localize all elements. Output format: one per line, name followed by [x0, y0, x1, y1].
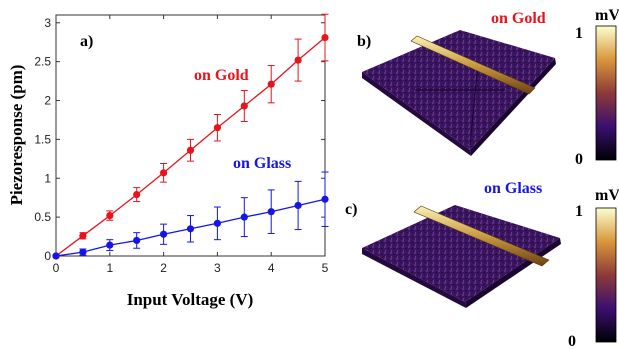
y-axis-title: Piezoresponse (pm): [7, 65, 26, 206]
panel-label-a: a): [80, 33, 93, 50]
y-tick-label: 1.5: [34, 132, 51, 146]
piezoresponse-chart: 0 0.5 1 1.5 2 2.5 3 0 1 2 3 4 5 a) on Gold on Glass…: [7, 13, 329, 309]
series-label-gold: on Gold: [194, 67, 249, 84]
data-point-glass: [52, 252, 60, 260]
plot-area-frame: [55, 14, 326, 257]
data-point-glass: [267, 208, 275, 216]
data-point-glass: [160, 230, 168, 238]
data-point-gold: [106, 211, 114, 220]
colorbar-unit: mV: [595, 187, 619, 204]
data-point-glass: [294, 201, 302, 210]
data-point-gold: [213, 124, 221, 132]
series-label-glass: on Glass: [233, 155, 291, 172]
topography-edge-glass-left: [362, 248, 466, 308]
y-tick-label: 2: [44, 94, 51, 108]
colorbar-gradient: [595, 207, 617, 343]
nanowire-glass: [413, 205, 550, 267]
colorbar-max-label: 1: [575, 25, 583, 42]
colorbar-max-label: 1: [575, 203, 583, 220]
colorbar-c: mV 1 0: [568, 187, 619, 349]
nanowire-gold: [410, 35, 536, 95]
topography-edge-gold: [470, 58, 556, 156]
colorbar-min-label: 0: [575, 151, 583, 168]
data-point-gold: [240, 102, 248, 110]
x-tick-label: 5: [322, 261, 329, 275]
data-point-gold: [294, 56, 302, 64]
data-point-glass: [321, 195, 329, 203]
data-point-glass: [133, 236, 141, 245]
y-tick-label: 3: [44, 16, 51, 30]
data-point-gold: [160, 169, 168, 177]
colorbar-min-label: 0: [568, 333, 576, 349]
colorbar-unit: mV: [595, 7, 619, 24]
panel-title-gold: on Gold: [491, 10, 546, 27]
data-point-gold: [186, 146, 195, 154]
colorbar-b: mV 1 0: [575, 7, 619, 168]
y-axis-ticks: 0 0.5 1 1.5 2 2.5 3: [34, 16, 325, 263]
x-tick-label: 4: [268, 261, 275, 275]
data-point-glass: [186, 225, 195, 233]
data-point-gold: [321, 33, 329, 42]
x-axis-title: Input Voltage (V): [127, 290, 254, 309]
data-point-gold: [267, 80, 275, 88]
data-point-glass: [106, 241, 114, 249]
data-point-glass: [213, 219, 221, 227]
data-point-glass: [79, 248, 87, 256]
x-tick-label: 3: [214, 261, 221, 275]
panel-title-glass: on Glass: [484, 180, 542, 197]
panel-label-c: c): [345, 201, 357, 218]
x-tick-label: 1: [106, 261, 113, 275]
x-tick-label: 2: [160, 261, 167, 275]
colorbar-gradient: [595, 25, 617, 161]
y-tick-label: 2.5: [34, 55, 51, 69]
y-tick-label: 0.5: [34, 210, 51, 224]
y-tick-label: 0: [44, 249, 51, 263]
data-point-gold: [79, 232, 87, 240]
panel-label-b: b): [357, 33, 371, 50]
series-layer: [52, 13, 329, 260]
panel-c: c) on Glass mV 1 0: [345, 180, 619, 349]
panel-b: b) on Gold mV 1 0: [357, 7, 619, 168]
x-tick-label: 0: [53, 261, 60, 275]
y-tick-label: 1: [44, 171, 51, 185]
surface-trace: [469, 63, 479, 146]
data-point-gold: [133, 190, 141, 199]
topography-edge-gold-left: [362, 72, 471, 156]
data-point-glass: [240, 213, 248, 221]
topography-surface-glass: [362, 205, 560, 302]
